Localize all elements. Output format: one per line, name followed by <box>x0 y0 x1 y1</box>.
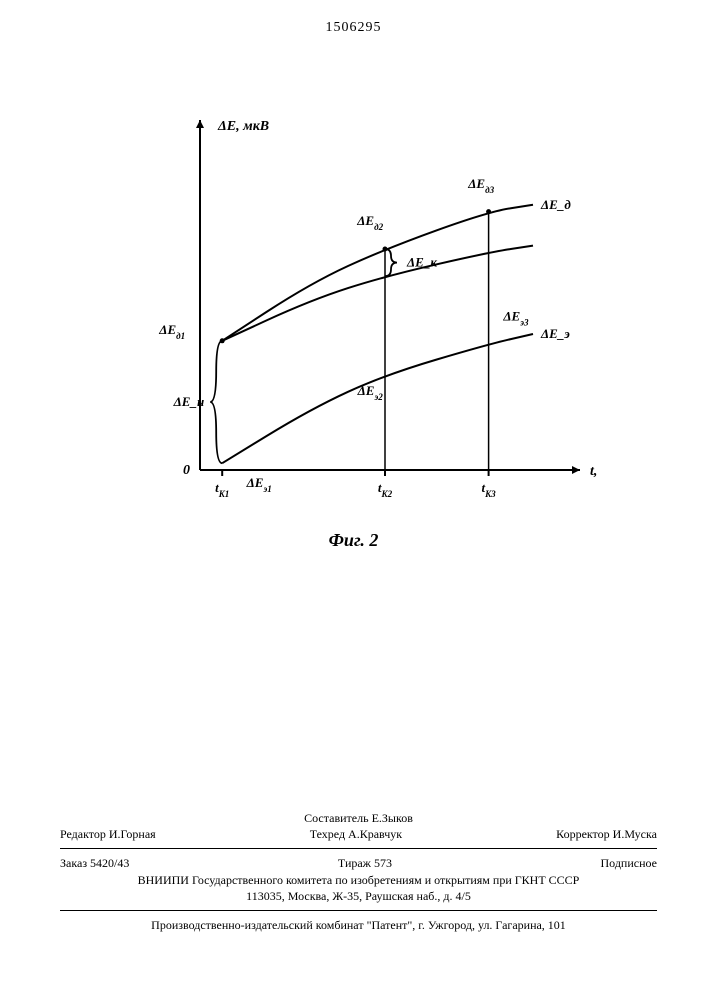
svg-text:tK2: tK2 <box>378 480 393 499</box>
tirazh: Тираж 573 <box>338 855 392 871</box>
chart-svg: ΔE, мкВ t, ч 0 tK1 tK2 tK3 ΔE_д ΔE_э ΔEд1 ΔEд2 ΔEд… <box>110 110 600 540</box>
addr1: 113035, Москва, Ж-35, Раушская наб., д. … <box>60 888 657 904</box>
subscript: Подписное <box>601 855 658 871</box>
svg-text:tK1: tK1 <box>215 480 229 499</box>
document-number: 1506295 <box>0 20 707 36</box>
svg-text:ΔE_э: ΔE_э <box>540 326 570 341</box>
order-no: Заказ 5420/43 <box>60 855 129 871</box>
svg-text:ΔEэ1: ΔEэ1 <box>246 475 272 494</box>
techred: Техред А.Кравчук <box>310 826 402 842</box>
divider-2 <box>60 910 657 911</box>
svg-text:ΔE_н: ΔE_н <box>173 394 205 409</box>
page: 1506295 ΔE, мкВ t, ч 0 tK1 tK2 tK3 ΔE_д ΔE_э ΔEд… <box>0 0 707 1000</box>
svg-text:ΔE_к: ΔE_к <box>406 255 437 270</box>
svg-text:ΔEд2: ΔEд2 <box>356 213 383 232</box>
staff-line: Редактор И.Горная Техред А.Кравчук Корре… <box>60 826 657 842</box>
svg-text:ΔE, мкВ: ΔE, мкВ <box>217 119 269 134</box>
corrector: Корректор И.Муска <box>556 826 657 842</box>
svg-text:ΔEэ2: ΔEэ2 <box>357 383 384 402</box>
order-line: Заказ 5420/43 Тираж 573 Подписное <box>60 855 657 871</box>
org1: ВНИИПИ Государственного комитета по изоб… <box>60 872 657 888</box>
org2: Производственно-издательский комбинат "П… <box>60 917 657 933</box>
svg-text:ΔE_д: ΔE_д <box>540 197 571 212</box>
editor: Редактор И.Горная <box>60 826 156 842</box>
svg-text:ΔEэ3: ΔEэ3 <box>502 308 529 327</box>
svg-text:0: 0 <box>183 463 190 478</box>
divider-1 <box>60 848 657 849</box>
figure-caption: Фиг. 2 <box>0 530 707 551</box>
colophon-block: Составитель Е.Зыков Редактор И.Горная Те… <box>60 810 657 933</box>
svg-text:ΔEд1: ΔEд1 <box>158 322 185 341</box>
svg-text:tK3: tK3 <box>481 480 496 499</box>
compiler-line: Составитель Е.Зыков <box>60 810 657 826</box>
svg-text:ΔEд3: ΔEд3 <box>467 176 494 195</box>
figure-2: ΔE, мкВ t, ч 0 tK1 tK2 tK3 ΔE_д ΔE_э ΔEд1 ΔEд2 ΔEд… <box>110 110 600 540</box>
svg-text:t, ч: t, ч <box>590 464 600 479</box>
